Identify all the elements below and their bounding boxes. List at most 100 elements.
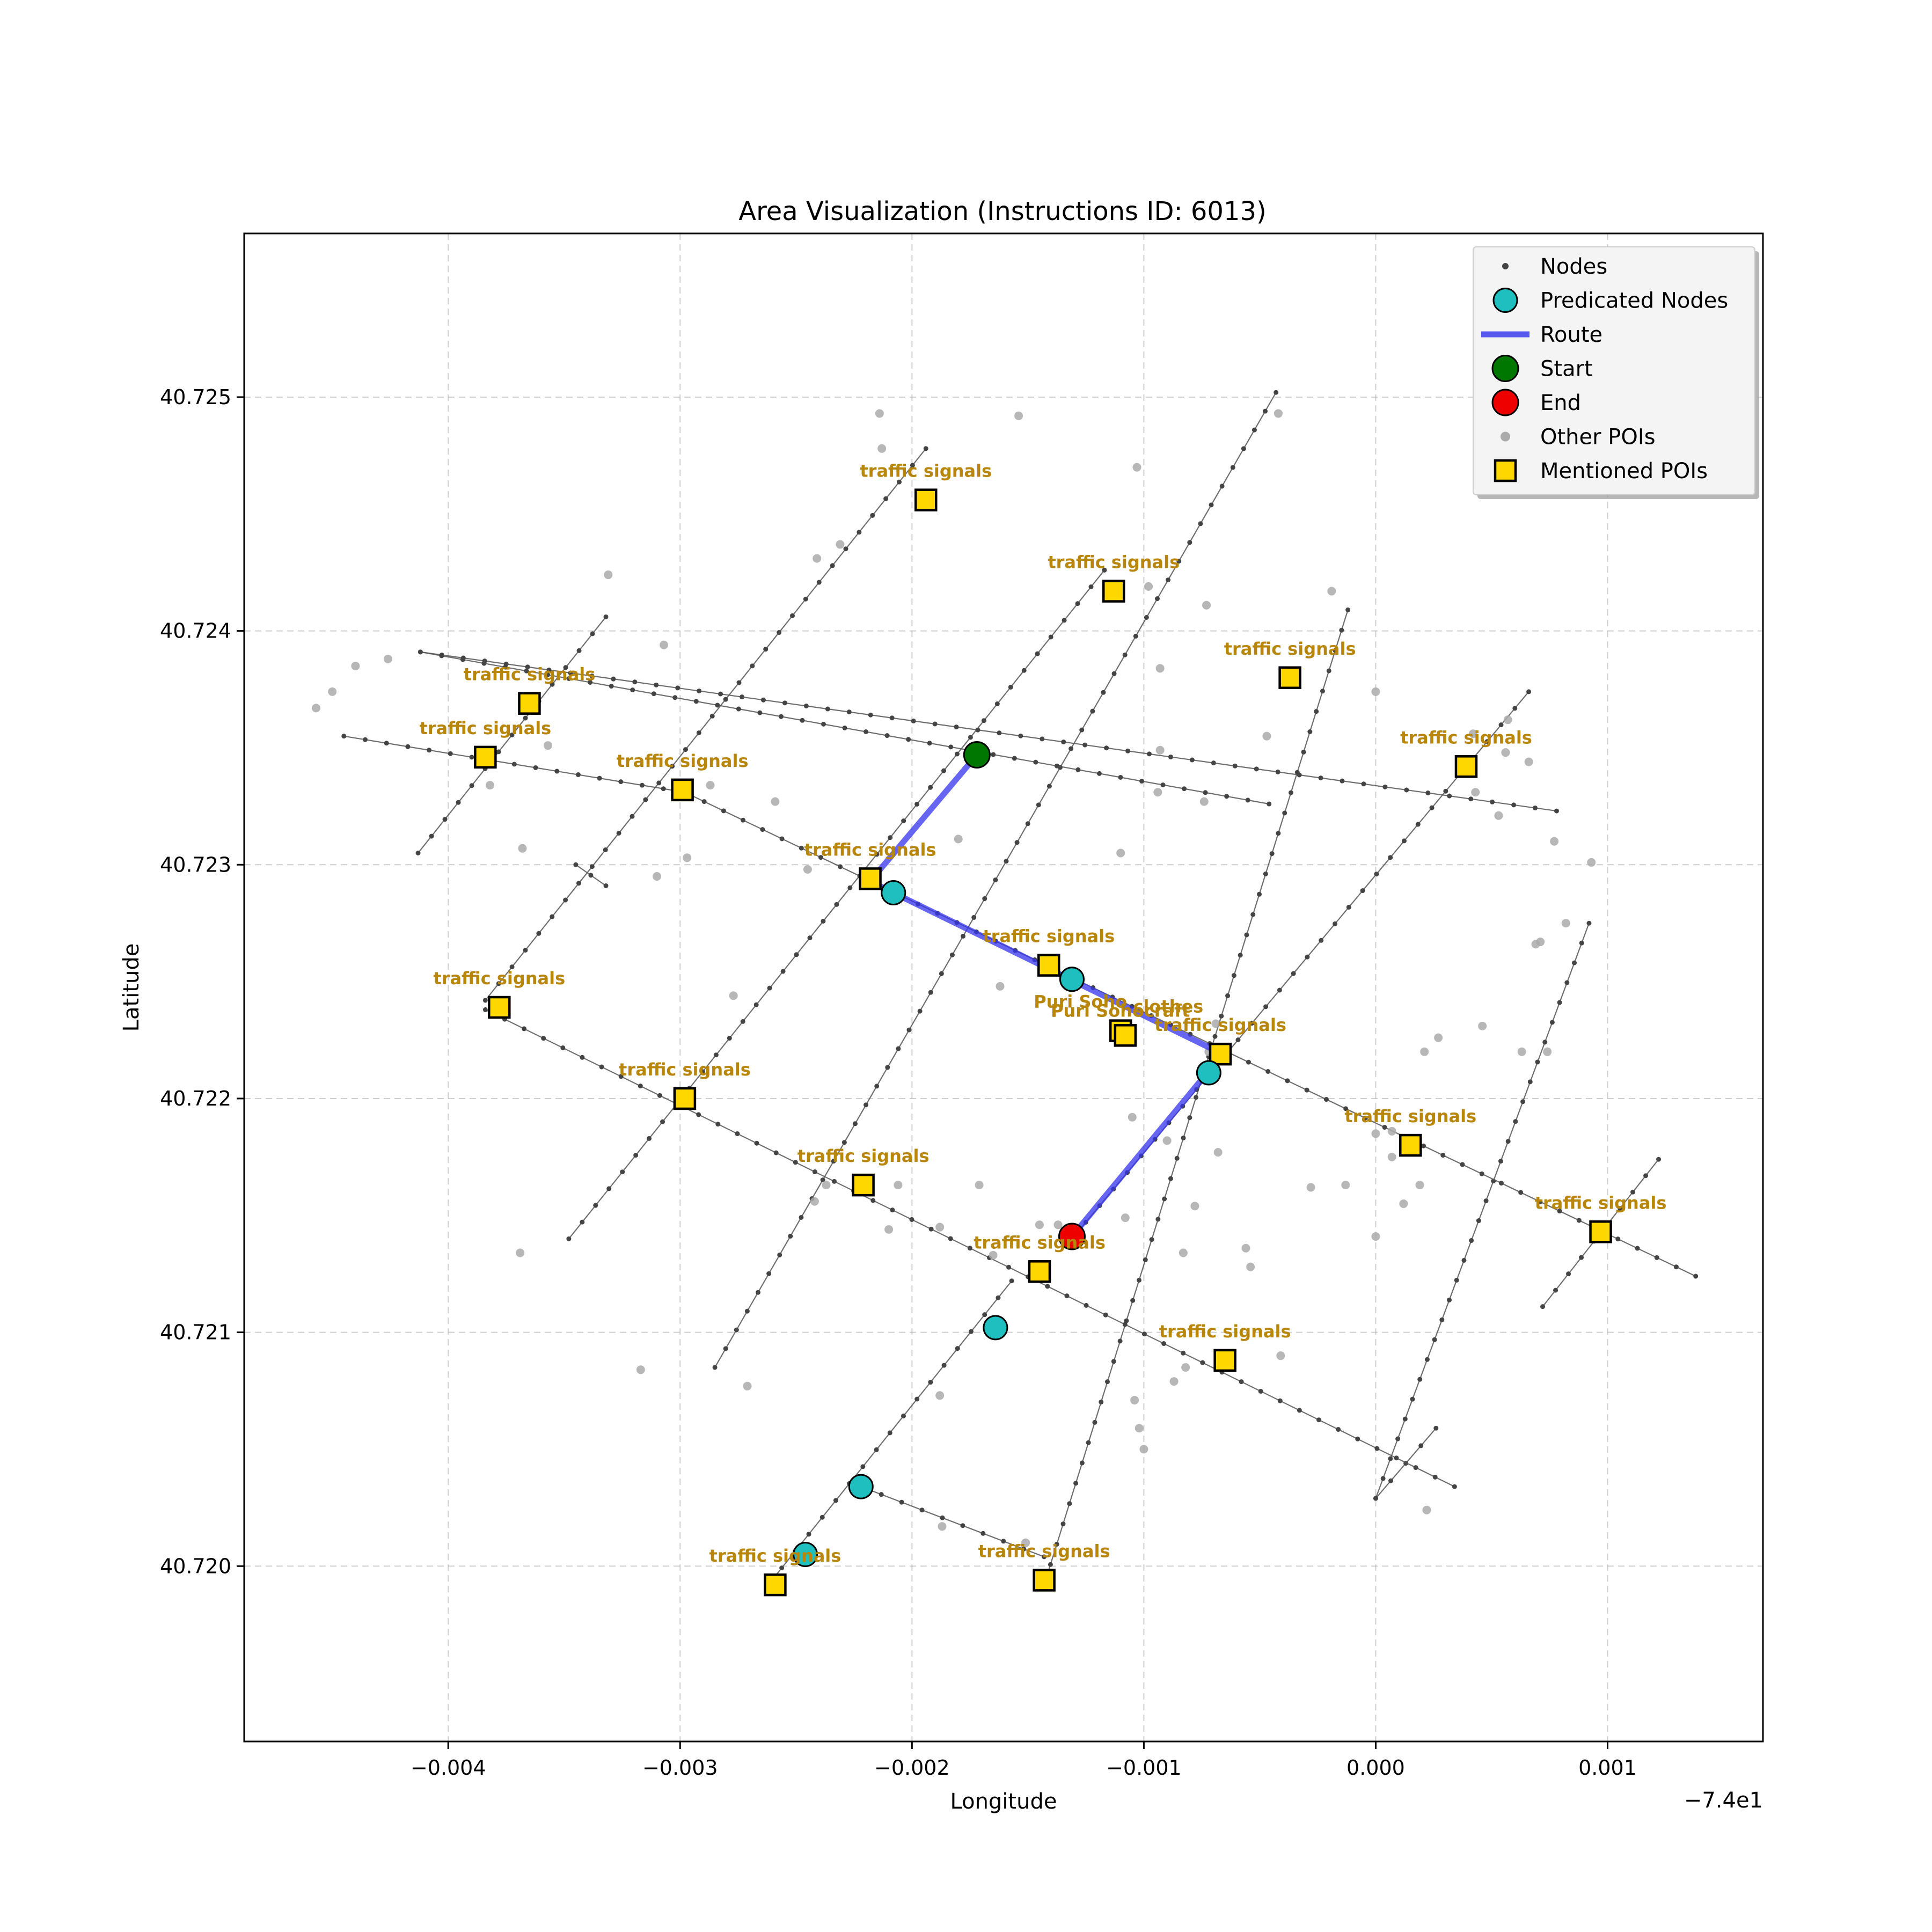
street-node [863, 729, 869, 734]
street-edge [420, 651, 1557, 812]
other-poi [485, 781, 494, 790]
other-poi [1202, 601, 1211, 610]
street-node [603, 614, 609, 619]
start-marker [963, 741, 991, 769]
street-node [546, 667, 552, 672]
street-node [928, 990, 933, 995]
street-node [1433, 1425, 1439, 1431]
street-node [442, 817, 448, 822]
street-node [1187, 1115, 1192, 1121]
street-node [917, 1008, 923, 1014]
other-poi [1531, 940, 1540, 949]
other-poi [1241, 1243, 1250, 1253]
street-node [780, 969, 786, 974]
street-node [713, 1052, 719, 1058]
street-node [590, 631, 595, 636]
street-node [1090, 708, 1095, 714]
street-node [1402, 1416, 1408, 1422]
street-node [683, 747, 688, 752]
street-node [606, 1186, 612, 1191]
street-node [1040, 736, 1045, 742]
street-node [718, 691, 723, 697]
street-node [1021, 668, 1027, 673]
street-node [1036, 802, 1041, 808]
street-node [1410, 1396, 1415, 1402]
y-tick-label: 40.721 [160, 1321, 231, 1344]
street-node [448, 751, 453, 756]
street-node [1075, 767, 1081, 772]
other-poi [1478, 1021, 1487, 1030]
other-poi [706, 781, 715, 790]
street-node [1429, 805, 1435, 810]
street-node [1388, 855, 1393, 860]
street-node [1479, 1171, 1484, 1176]
street-node [941, 768, 947, 773]
street-node [1363, 1115, 1368, 1121]
legend-label: Route [1540, 323, 1602, 347]
mentioned-poi-marker [1033, 1569, 1056, 1592]
street-node [362, 737, 368, 742]
mentioned-poi-marker [673, 1087, 697, 1110]
poi-label: Puri Soho [1034, 992, 1127, 1012]
street-node [588, 873, 594, 878]
street-node [1320, 689, 1325, 694]
street-node [1297, 1408, 1302, 1413]
other-poi [1420, 1047, 1429, 1056]
street-node [1025, 821, 1030, 826]
predicated-node [848, 1474, 874, 1499]
other-poi [328, 687, 337, 696]
street-node [980, 1531, 986, 1536]
street-node [1181, 1350, 1186, 1356]
other-poi [743, 1381, 752, 1391]
street-node [1122, 1322, 1128, 1327]
other-poi [1341, 1181, 1350, 1190]
street-node [1326, 668, 1331, 674]
street-node [405, 744, 411, 749]
street-node [1460, 1162, 1465, 1167]
poi-label: traffic signals [419, 718, 551, 738]
other-poi [1169, 1377, 1179, 1386]
legend-mentioned-poi-marker [1494, 459, 1517, 482]
street-node [1168, 754, 1173, 759]
street-node [830, 563, 835, 568]
street-node [1513, 1119, 1518, 1124]
other-poi [1543, 1047, 1552, 1056]
street-node [712, 1365, 718, 1370]
street-node [843, 546, 848, 552]
street-node [618, 1074, 624, 1079]
x-tick-label: −0.002 [874, 1756, 950, 1780]
street-node [1579, 1255, 1584, 1260]
other-poi [311, 704, 320, 713]
street-node [1527, 1079, 1533, 1085]
other-poi [1155, 664, 1165, 673]
street-node [1245, 797, 1250, 803]
street-node [841, 1140, 847, 1145]
other-poi [1014, 411, 1023, 420]
other-poi [1415, 1181, 1424, 1190]
street-node [1182, 786, 1187, 792]
poi-label: traffic signals [1159, 1321, 1291, 1342]
street-node [852, 1121, 858, 1126]
street-node [1394, 1455, 1399, 1461]
street-node [949, 952, 955, 957]
other-poi [1550, 837, 1559, 846]
street-edge [1375, 923, 1590, 1499]
other-poi [935, 1223, 945, 1232]
street-node [994, 701, 1000, 707]
street-node [831, 1159, 836, 1164]
street-node [833, 1498, 838, 1503]
other-poi [351, 661, 360, 670]
predicated-node [881, 880, 906, 906]
street-node [901, 1413, 906, 1418]
street-node [1224, 794, 1230, 799]
street-node [885, 1065, 890, 1070]
street-node [1060, 1521, 1066, 1527]
street-node [1318, 775, 1323, 781]
street-node [656, 780, 662, 786]
street-node [870, 513, 875, 518]
street-node [1635, 1246, 1640, 1251]
street-node [1557, 1000, 1562, 1005]
street-node [1382, 1125, 1387, 1130]
street-node [1124, 1318, 1129, 1323]
street-node [418, 649, 423, 655]
